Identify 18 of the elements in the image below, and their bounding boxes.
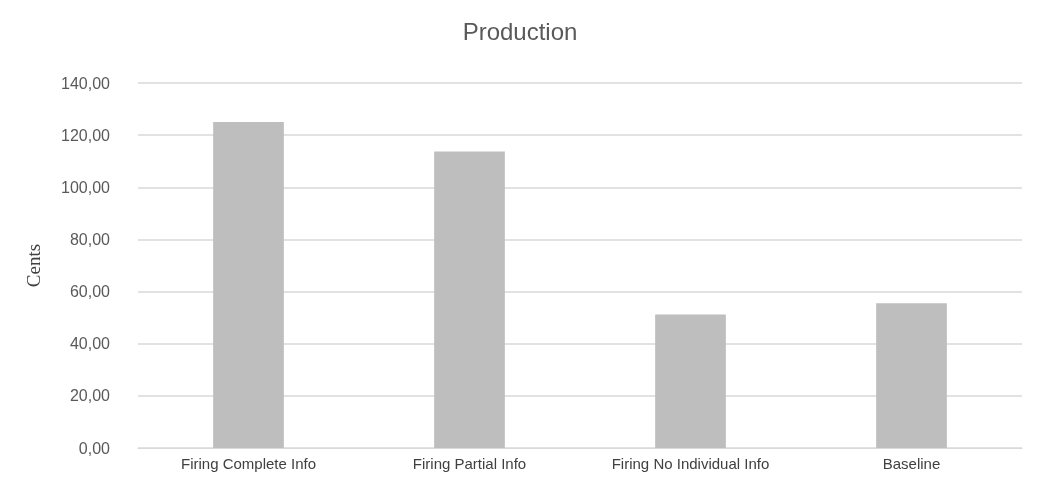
y-tick-label: 120,00 — [61, 126, 111, 144]
y-tick-label: 80,00 — [69, 230, 111, 248]
x-tick-label: Firing Complete Info — [180, 455, 317, 472]
bar — [434, 151, 505, 448]
bar — [213, 122, 284, 448]
y-tick-label: 0,00 — [78, 439, 111, 457]
chart-title: Production — [462, 17, 578, 45]
y-axis-title: Cents — [23, 243, 44, 288]
y-tick-label: 140,00 — [61, 74, 111, 92]
x-tick-label: Firing No Individual Info — [611, 455, 770, 472]
x-tick-label: Firing Partial Info — [412, 455, 527, 472]
y-tick-label: 20,00 — [69, 387, 111, 405]
y-tick-label: 60,00 — [69, 283, 111, 301]
y-tick-label: 100,00 — [61, 178, 111, 196]
x-tick-label: Baseline — [882, 455, 941, 472]
bar — [655, 314, 726, 448]
bar — [876, 303, 947, 448]
y-tick-label: 40,00 — [69, 335, 111, 353]
